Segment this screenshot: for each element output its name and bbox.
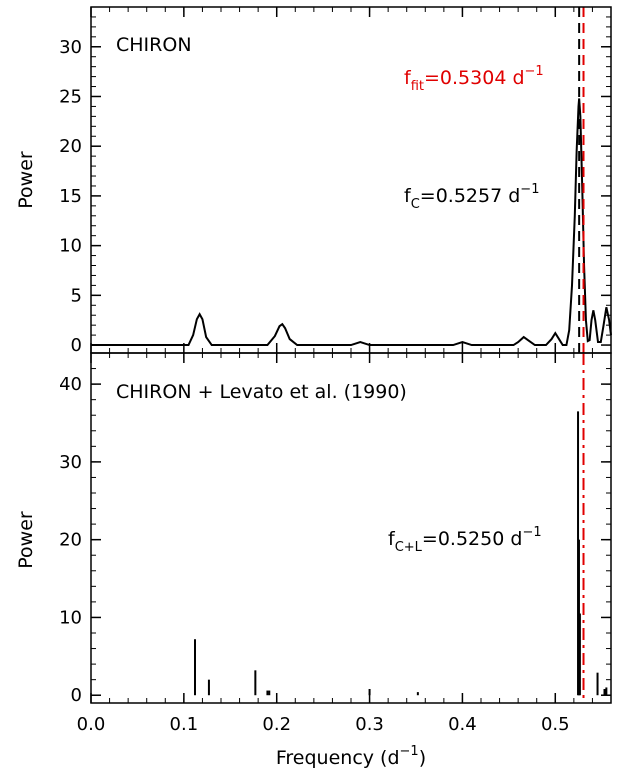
- fcl-annotation: fC+L=0.5250 d−1: [388, 525, 542, 555]
- bottom-plot-frame: [90, 352, 612, 704]
- bottom-xtick-label: 0.4: [448, 714, 477, 735]
- bottom-series-group: [194, 411, 608, 696]
- top-ytick-label: 30: [59, 37, 82, 58]
- top-vlines-group: [578, 7, 585, 353]
- top-ytick-label: 10: [59, 236, 82, 257]
- fc-annotation: fC=0.5257 d−1: [404, 182, 539, 212]
- ffit-annotation: ffit=0.5304 d−1: [404, 64, 544, 94]
- top-ytick-label: 0: [71, 335, 82, 356]
- top-plot-frame: [90, 6, 612, 354]
- bottom-ytick-label: 0: [71, 685, 82, 706]
- bottom-xtick-label: 0.1: [170, 714, 199, 735]
- top-panel-title: CHIRON: [116, 34, 192, 56]
- bottom-xtick-label: 0.2: [262, 714, 291, 735]
- bottom-panel-title: CHIRON + Levato et al. (1990): [116, 381, 407, 403]
- top-periodogram-line: [91, 98, 612, 347]
- top-ytick-label: 5: [71, 285, 82, 306]
- bottom-panel: 0 10 20 30 40 0.0 0.1 0.2 0.3 0.4 0.5 CHIRON + Lev…: [15, 352, 612, 769]
- bottom-ytick-label: 10: [59, 607, 82, 628]
- bottom-ylabel: Power: [15, 511, 37, 569]
- top-series-group: [91, 98, 612, 347]
- x-axis-title: Frequency (d−1): [276, 744, 426, 769]
- bottom-xtick-label: 0.5: [541, 714, 570, 735]
- top-panel: 0 5 10 15 20 25 30 CHIRON Power ffit=0.5304 d−…: [15, 6, 612, 356]
- bottom-xtick-label: 0.3: [355, 714, 384, 735]
- top-ytick-label: 15: [59, 186, 82, 207]
- bottom-ytick-label: 20: [59, 530, 82, 551]
- bottom-ticks-group: 0 10 20 30 40 0.0 0.1 0.2 0.3 0.4 0.5: [59, 352, 612, 735]
- bottom-ytick-label: 30: [59, 452, 82, 473]
- top-ylabel: Power: [15, 151, 37, 209]
- bottom-ytick-label: 40: [59, 374, 82, 395]
- top-ytick-label: 25: [59, 86, 82, 107]
- top-ytick-label: 20: [59, 136, 82, 157]
- top-ticks-group: 0 5 10 15 20 25 30: [59, 6, 612, 356]
- bottom-xtick-label: 0.0: [77, 714, 106, 735]
